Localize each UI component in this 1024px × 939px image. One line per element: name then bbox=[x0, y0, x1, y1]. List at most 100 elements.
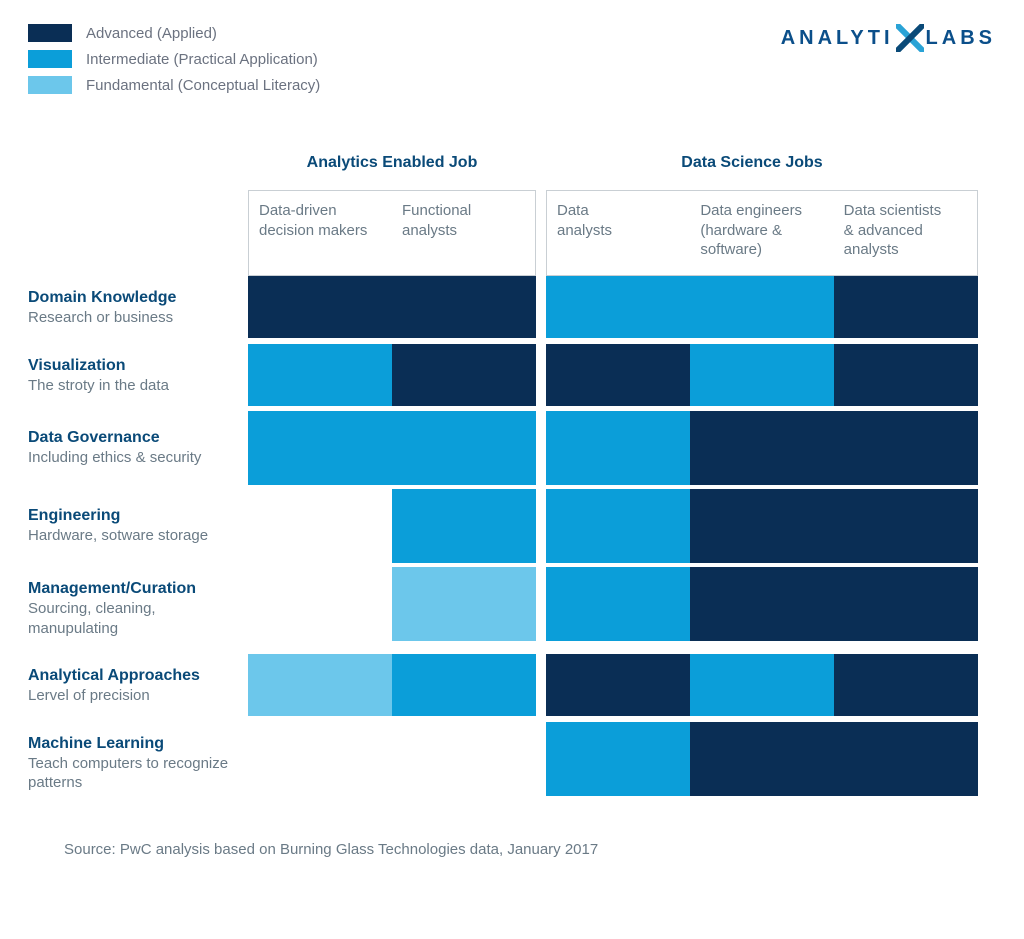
matrix-cell-fill bbox=[690, 722, 834, 796]
matrix-cell bbox=[834, 344, 978, 406]
matrix-cell bbox=[834, 276, 978, 338]
skills-matrix: Analytics Enabled Job Data Science Jobs … bbox=[28, 154, 996, 805]
matrix-cell-fill bbox=[248, 489, 392, 563]
matrix-cell-fill bbox=[392, 654, 536, 716]
col-header-4: Data engineers (hardware & software) bbox=[690, 191, 833, 275]
matrix-cell bbox=[690, 654, 834, 716]
column-header-box-right: Data analysts Data engineers (hardware &… bbox=[546, 190, 978, 276]
matrix-cell-fill bbox=[690, 344, 834, 406]
matrix-cell-fill bbox=[248, 722, 392, 796]
row-subtitle: Research or business bbox=[28, 308, 238, 328]
matrix-cell bbox=[392, 489, 536, 563]
col-header-3: Data analysts bbox=[547, 191, 690, 275]
matrix-cell bbox=[248, 722, 392, 796]
matrix-cell bbox=[690, 344, 834, 406]
matrix-cell bbox=[690, 722, 834, 796]
row-title: Machine Learning bbox=[28, 734, 238, 754]
row-label: Management/CurationSourcing, cleaning, m… bbox=[28, 567, 248, 650]
row-title: Analytical Approaches bbox=[28, 666, 238, 686]
matrix-row: Analytical ApproachesLervel of precision bbox=[28, 654, 996, 718]
matrix-cell bbox=[392, 567, 536, 641]
row-label: EngineeringHardware, sotware storage bbox=[28, 489, 248, 563]
group-header-datascience: Data Science Jobs bbox=[536, 154, 968, 180]
matrix-cell-fill bbox=[248, 276, 392, 338]
matrix-row: Data GovernanceIncluding ethics & securi… bbox=[28, 411, 996, 485]
matrix-cell-fill bbox=[834, 411, 978, 485]
matrix-cell-fill bbox=[834, 489, 978, 563]
matrix-cell-fill bbox=[248, 344, 392, 406]
group-header-analytics: Analytics Enabled Job bbox=[248, 154, 536, 180]
matrix-cell-fill bbox=[248, 411, 392, 485]
matrix-cell bbox=[690, 276, 834, 338]
legend-label: Advanced (Applied) bbox=[86, 25, 217, 42]
matrix-cell bbox=[546, 722, 690, 796]
legend-swatch bbox=[28, 24, 72, 42]
matrix-row: Domain KnowledgeResearch or business bbox=[28, 276, 996, 340]
row-subtitle: Including ethics & security bbox=[28, 448, 238, 468]
header-row: Advanced (Applied)Intermediate (Practica… bbox=[28, 24, 996, 94]
matrix-cell bbox=[392, 654, 536, 716]
matrix-cell bbox=[546, 411, 690, 485]
matrix-cell bbox=[248, 276, 392, 338]
row-label: Data GovernanceIncluding ethics & securi… bbox=[28, 411, 248, 485]
legend-swatch bbox=[28, 50, 72, 68]
matrix-row: Machine LearningTeach computers to recog… bbox=[28, 722, 996, 805]
legend-item: Fundamental (Conceptual Literacy) bbox=[28, 76, 320, 94]
matrix-cell bbox=[248, 489, 392, 563]
matrix-cell-fill bbox=[392, 567, 536, 641]
matrix-cell bbox=[248, 344, 392, 406]
matrix-rows: Domain KnowledgeResearch or businessVisu… bbox=[28, 276, 996, 805]
matrix-cell-fill bbox=[690, 411, 834, 485]
row-subtitle: Teach computers to recognize patterns bbox=[28, 754, 238, 793]
group-gap bbox=[536, 344, 546, 408]
matrix-cell-fill bbox=[546, 489, 690, 563]
matrix-cell bbox=[546, 567, 690, 641]
matrix-cell bbox=[834, 411, 978, 485]
matrix-cell-fill bbox=[834, 654, 978, 716]
matrix-cell-fill bbox=[546, 722, 690, 796]
row-label: VisualizationThe stroty in the data bbox=[28, 344, 248, 408]
matrix-cell bbox=[546, 344, 690, 406]
matrix-cell-fill bbox=[392, 411, 536, 485]
legend-swatch bbox=[28, 76, 72, 94]
group-gap bbox=[536, 489, 546, 563]
row-title: Data Governance bbox=[28, 428, 238, 448]
col-header-1: Data-driven decision makers bbox=[249, 191, 392, 275]
matrix-cell-fill bbox=[248, 654, 392, 716]
matrix-cell-fill bbox=[546, 276, 690, 338]
row-title: Domain Knowledge bbox=[28, 288, 238, 308]
matrix-cell bbox=[546, 276, 690, 338]
matrix-cell bbox=[834, 654, 978, 716]
matrix-cell-fill bbox=[392, 344, 536, 406]
brand-text-left: ANALYTI bbox=[781, 27, 894, 50]
matrix-cell-fill bbox=[690, 489, 834, 563]
matrix-cell bbox=[392, 411, 536, 485]
matrix-row: VisualizationThe stroty in the data bbox=[28, 344, 996, 408]
row-label: Domain KnowledgeResearch or business bbox=[28, 276, 248, 340]
group-gap bbox=[536, 411, 546, 485]
group-gap bbox=[536, 567, 546, 650]
matrix-cell bbox=[834, 567, 978, 641]
matrix-row: Management/CurationSourcing, cleaning, m… bbox=[28, 567, 996, 650]
legend-label: Fundamental (Conceptual Literacy) bbox=[86, 77, 320, 94]
group-gap bbox=[536, 654, 546, 718]
matrix-cell bbox=[392, 722, 536, 796]
matrix-cell bbox=[690, 411, 834, 485]
matrix-cell-fill bbox=[546, 344, 690, 406]
legend-item: Advanced (Applied) bbox=[28, 24, 320, 42]
matrix-cell bbox=[248, 567, 392, 641]
brand-text-right: LABS bbox=[926, 27, 996, 50]
matrix-cell-fill bbox=[690, 654, 834, 716]
brand-x-icon bbox=[896, 24, 924, 52]
legend: Advanced (Applied)Intermediate (Practica… bbox=[28, 24, 320, 94]
matrix-cell-fill bbox=[392, 722, 536, 796]
row-subtitle: Lervel of precision bbox=[28, 686, 238, 706]
group-gap bbox=[536, 722, 546, 805]
matrix-cell-fill bbox=[834, 722, 978, 796]
row-subtitle: The stroty in the data bbox=[28, 376, 238, 396]
matrix-cell-fill bbox=[546, 567, 690, 641]
matrix-cell-fill bbox=[546, 654, 690, 716]
matrix-cell bbox=[248, 411, 392, 485]
matrix-cell-fill bbox=[546, 411, 690, 485]
row-title: Visualization bbox=[28, 356, 238, 376]
